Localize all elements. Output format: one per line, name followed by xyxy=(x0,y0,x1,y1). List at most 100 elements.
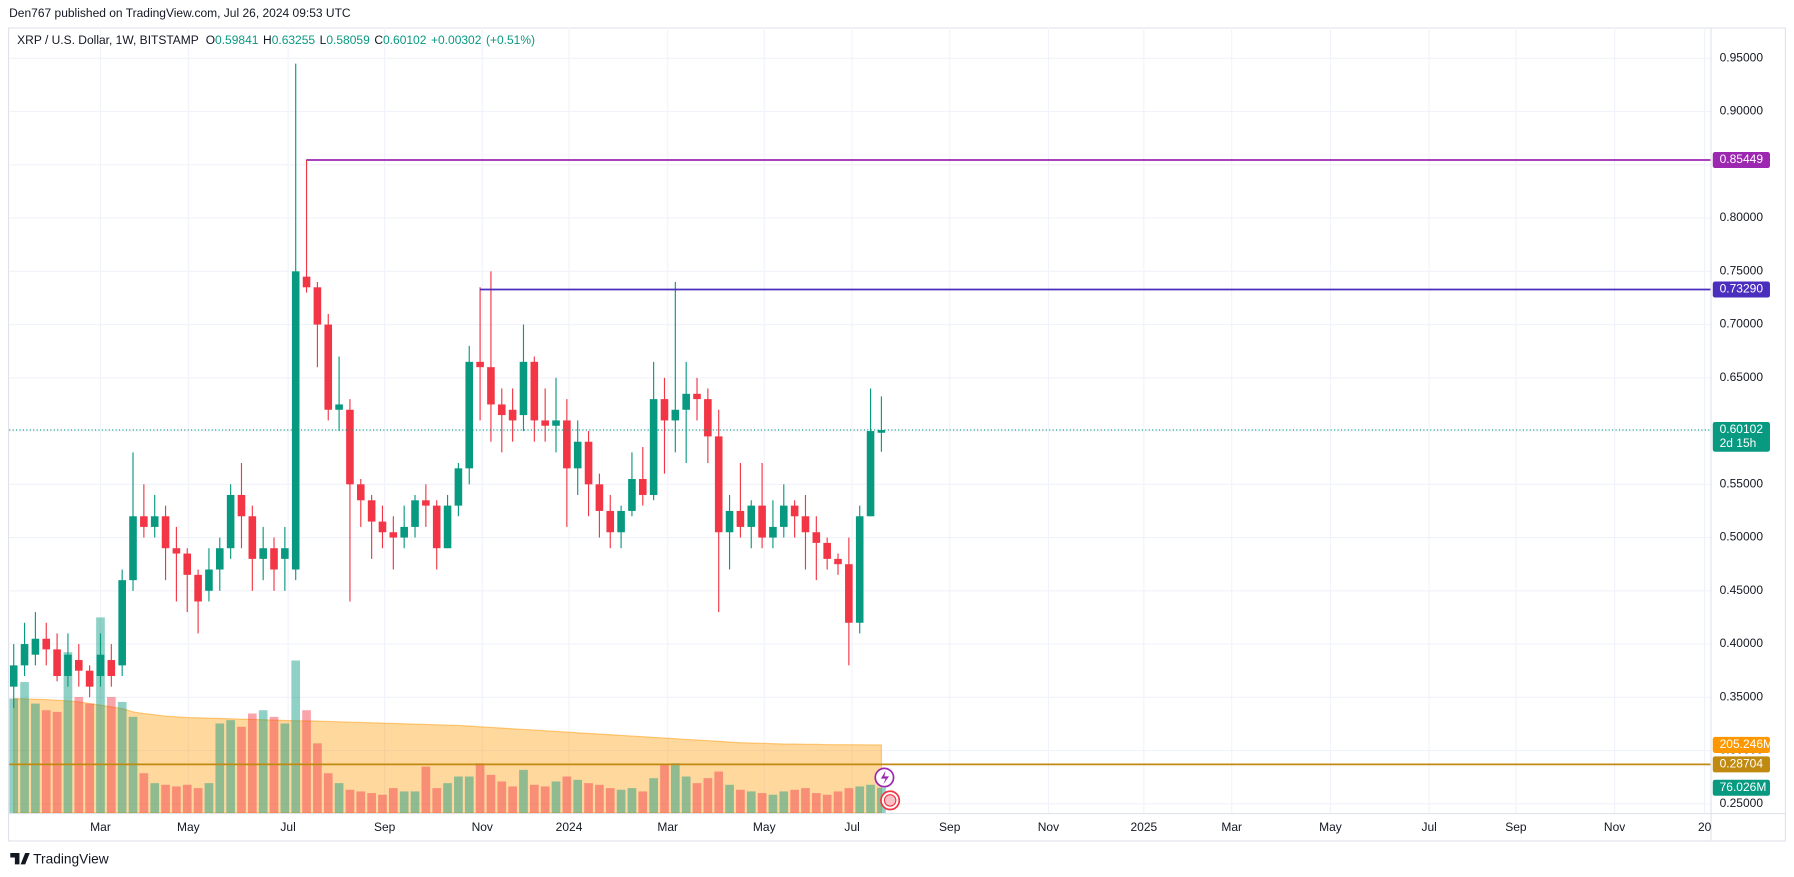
y-tick-label: 0.95000 xyxy=(1720,51,1764,65)
candle-body xyxy=(291,271,300,570)
candle-body xyxy=(161,516,170,549)
change-pct: (+0.51%) xyxy=(486,33,535,47)
x-tick-label: Sep xyxy=(374,820,396,834)
x-tick-label: May xyxy=(1319,820,1342,834)
candle-body xyxy=(508,409,517,421)
publisher: Den767 published on TradingView.com, Jul… xyxy=(9,6,351,20)
candle-body xyxy=(682,393,690,410)
volume-bar xyxy=(172,786,181,813)
footer-logo: TradingView xyxy=(10,851,109,866)
volume-bar xyxy=(497,781,507,813)
level-label-box xyxy=(1712,281,1770,298)
level-label-box xyxy=(1712,152,1770,169)
x-tick-label: 2024 xyxy=(556,820,583,834)
candle-body xyxy=(335,404,343,410)
y-tick-label: 0.35000 xyxy=(1720,689,1764,703)
x-tick-label: Jul xyxy=(1421,820,1436,834)
candle-body xyxy=(96,654,105,677)
candle-body xyxy=(356,484,365,501)
x-tick-label: May xyxy=(753,820,776,834)
candle-body xyxy=(823,542,831,559)
volume-bar xyxy=(801,788,810,813)
candle-body xyxy=(573,441,582,469)
ohlc-key: C xyxy=(374,33,383,47)
volume-bar xyxy=(226,720,235,813)
x-tick-label: Jul xyxy=(280,820,295,834)
candle-body xyxy=(855,516,864,623)
candle-body xyxy=(31,638,40,655)
candle-body xyxy=(563,420,571,469)
volume-bar xyxy=(117,701,127,813)
y-tick-label: 0.50000 xyxy=(1720,530,1764,544)
volume-bar xyxy=(356,791,366,813)
last-price-label: 0.60102 xyxy=(1720,422,1764,436)
candle-body xyxy=(367,500,376,522)
volume-bar xyxy=(638,791,648,813)
volume-bar xyxy=(670,763,680,813)
volume-bar xyxy=(150,783,160,813)
volume-bar xyxy=(486,774,496,813)
axes: Mar May Jul Sep Nov 2024 Mar May Jul Sep Nov 2025 Ma… xyxy=(90,51,1773,835)
volume-bar xyxy=(551,781,561,813)
volume-last-label: 76.026M xyxy=(1720,780,1767,794)
volume-bar xyxy=(280,723,290,813)
volume-bar xyxy=(736,789,745,813)
candle-body xyxy=(215,548,224,570)
candle-body xyxy=(704,399,712,437)
footer-brand: TradingView xyxy=(33,851,109,866)
volume-bar xyxy=(52,711,62,813)
candle-body xyxy=(378,521,387,533)
ohlc-value: 0.58059 xyxy=(326,33,370,47)
candle-body xyxy=(747,505,756,527)
candle-body xyxy=(302,276,311,288)
legend: XRP / U.S. Dollar, 1W, BITSTAMP O0.59841 H… xyxy=(17,33,535,47)
volume-bar xyxy=(334,783,344,813)
countdown-label: 2d 15h xyxy=(1720,436,1757,450)
y-tick-label: 0.55000 xyxy=(1720,476,1764,490)
x-tick-label: May xyxy=(177,820,200,834)
volume-bar xyxy=(790,789,799,813)
frame xyxy=(8,27,1786,842)
x-tick-label: Mar xyxy=(1221,820,1242,834)
x-tick-label: Mar xyxy=(657,820,678,834)
candle-body xyxy=(617,510,625,533)
volume-bar xyxy=(660,764,669,813)
volume-bar xyxy=(584,783,593,813)
y-tick-label: 0.40000 xyxy=(1720,636,1764,650)
candle-body xyxy=(649,399,658,495)
volume-bar xyxy=(649,778,658,813)
volume-ma-area xyxy=(13,698,882,814)
volume-bar xyxy=(302,710,311,813)
candle-body xyxy=(790,505,799,517)
x-tick-label: 20 xyxy=(1698,820,1712,834)
volume-bar xyxy=(508,786,517,813)
volume-bar xyxy=(464,776,474,813)
candle-body xyxy=(801,516,810,533)
candle-body xyxy=(259,548,267,559)
candle-body xyxy=(606,510,615,533)
volume-bar xyxy=(811,793,821,813)
y-tick-label: 0.25000 xyxy=(1720,796,1764,810)
candle-body xyxy=(107,660,116,677)
volume-bar xyxy=(96,617,105,813)
candle-body xyxy=(476,361,484,368)
candle-body xyxy=(812,532,821,543)
volume-bar xyxy=(844,788,854,813)
candle-body xyxy=(183,553,192,575)
volume-bar xyxy=(757,793,767,813)
y-tick-label: 0.90000 xyxy=(1720,104,1764,118)
volume-bar xyxy=(399,791,409,813)
volume-bar xyxy=(822,794,832,813)
candle-body xyxy=(281,548,289,559)
volume-bar xyxy=(866,784,875,813)
volume-bar xyxy=(247,713,257,813)
candles xyxy=(9,63,886,708)
volume-bar xyxy=(323,773,333,813)
x-tick-label: Nov xyxy=(1604,820,1625,834)
volume-bar xyxy=(20,682,29,813)
change: +0.00302 xyxy=(431,33,482,47)
x-tick-label: Nov xyxy=(1038,820,1059,834)
volume-bar xyxy=(139,773,149,813)
volume-bar xyxy=(519,769,528,813)
